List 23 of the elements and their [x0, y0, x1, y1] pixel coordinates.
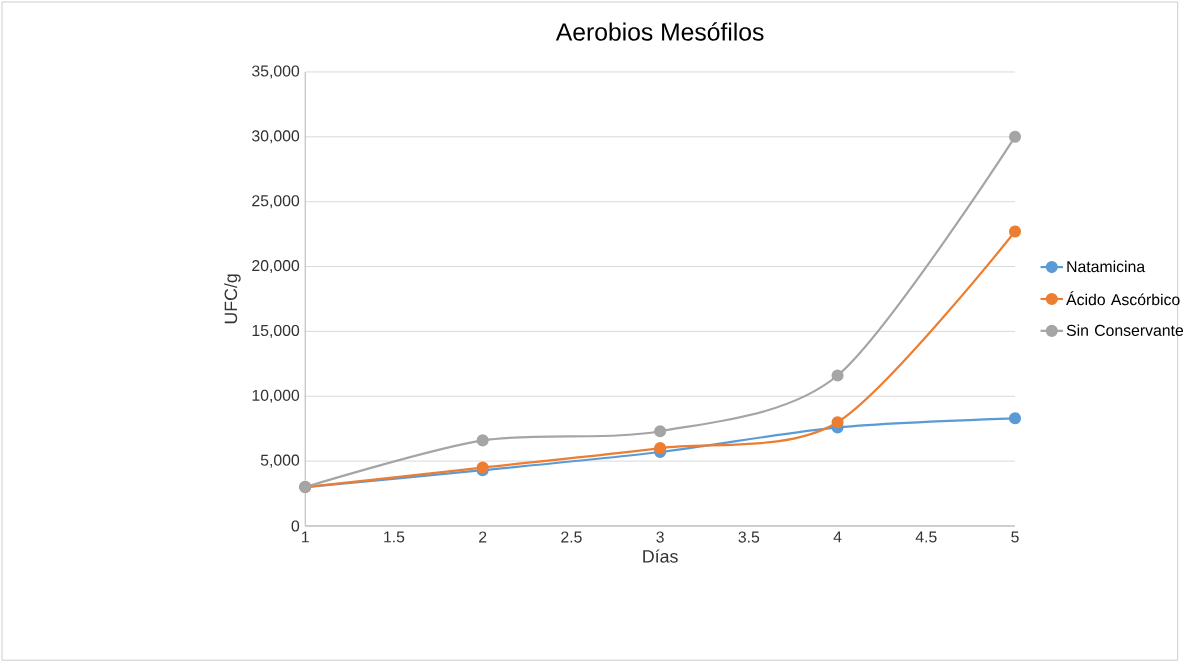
y-tick-label: 15,000 [252, 324, 300, 338]
y-tick-label: 35,000 [252, 65, 300, 79]
x-axis-title: Días [643, 549, 678, 563]
x-tick-label: 3.5 [738, 531, 760, 543]
y-tick-label: 20,000 [252, 259, 300, 273]
legend-label: Sin Conservante [1066, 324, 1184, 336]
x-tick-label: 3 [656, 531, 664, 543]
y-tick-label: 10,000 [252, 389, 300, 403]
x-tick-label: 1.5 [384, 531, 405, 543]
x-tick-label: 4.5 [915, 531, 937, 543]
x-tick-label: 5 [1011, 531, 1019, 543]
x-tick-label: 2.5 [561, 531, 582, 543]
x-tick-label: 4 [833, 531, 842, 543]
chart-title: Aerobios Mesófilos [555, 22, 764, 41]
legend-label: Ácido Ascórbico [1066, 291, 1180, 306]
x-tick-label: 2 [479, 531, 487, 543]
y-tick-label: 5,000 [260, 454, 300, 468]
y-tick-label: 25,000 [252, 195, 300, 209]
y-axis-title: UFC/g [224, 274, 241, 324]
y-tick-label: 30,000 [252, 130, 300, 144]
legend-label: Natamicina [1067, 260, 1146, 273]
x-tick-label: 1 [302, 531, 309, 543]
y-tick-label: 0 [291, 520, 300, 532]
